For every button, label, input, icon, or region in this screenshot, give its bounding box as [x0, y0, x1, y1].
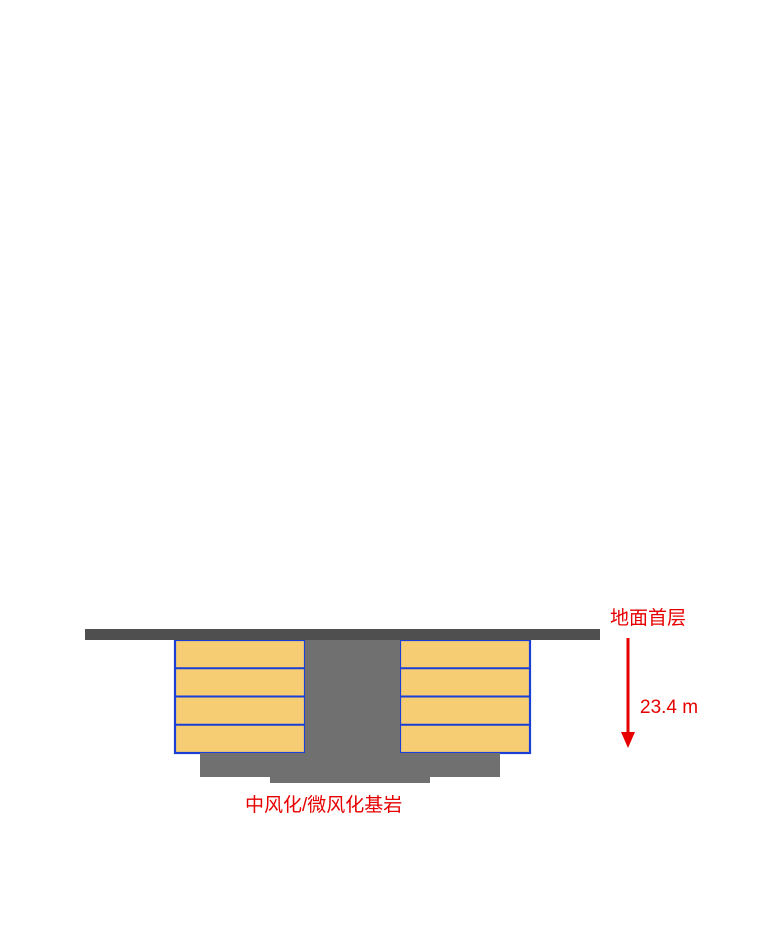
label-bedrock: 中风化/微风化基岩: [245, 790, 402, 817]
label-depth: 23.4 m: [640, 697, 698, 719]
footing-slab: [200, 753, 500, 777]
diagram-stage: 地面首层 23.4 m 中风化/微风化基岩: [0, 0, 780, 947]
ground-surface-bar: [85, 629, 600, 640]
core-column: [305, 640, 400, 753]
depth-arrow-head: [621, 732, 635, 748]
label-ground-floor: 地面首层: [610, 603, 686, 630]
footing-base: [270, 776, 430, 783]
